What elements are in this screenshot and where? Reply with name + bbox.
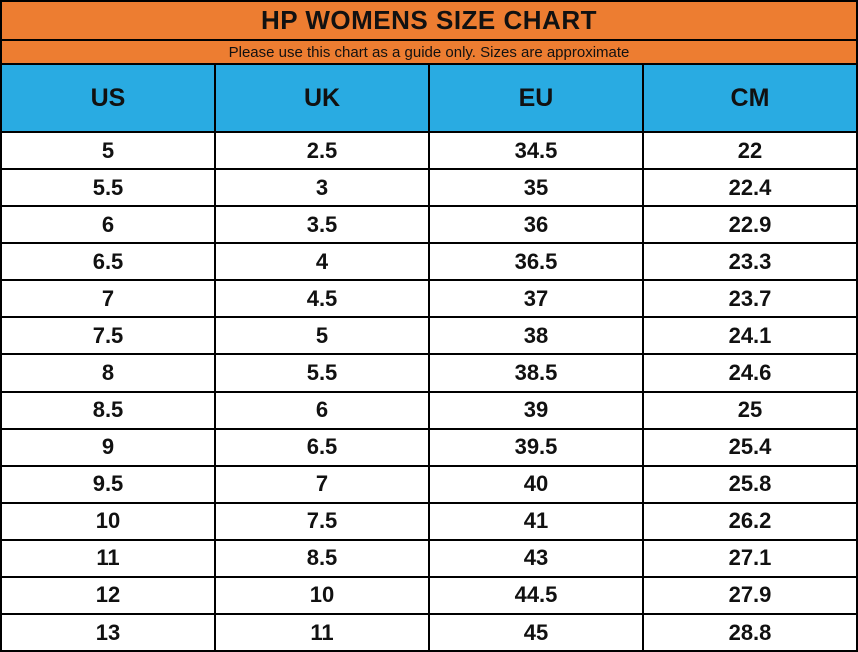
table-row: 5.5 3 35 22.4 xyxy=(2,170,856,208)
table-cell: 7 xyxy=(2,281,216,317)
table-cell: 26.2 xyxy=(728,508,772,534)
table-cell: 22 xyxy=(737,137,763,163)
chart-subtitle-band: Please use this chart as a guide only. S… xyxy=(2,41,856,65)
table-cell: 12 xyxy=(2,577,216,614)
table-cell: 38 xyxy=(430,318,644,354)
table-cell: 39 xyxy=(430,392,644,428)
table-cell: 6 xyxy=(216,392,430,428)
table-cell: 24.6 xyxy=(728,360,772,385)
table-cell: 8.5 xyxy=(216,540,430,576)
table-cell: 34.5 xyxy=(430,133,644,169)
table-cell: 5 xyxy=(216,318,430,354)
table-cell: 22.9 xyxy=(728,211,772,237)
column-header-eu: EU xyxy=(430,65,644,131)
table-cell: 5.5 xyxy=(2,170,216,206)
table-cell: 22.4 xyxy=(728,174,772,200)
column-header-cm: CM xyxy=(730,83,770,112)
table-row: 10 7.5 41 26.2 xyxy=(2,503,856,541)
table-cell: 2.5 xyxy=(216,133,430,169)
table-cell: 11 xyxy=(216,615,430,651)
table-row: 7 4.5 37 23.7 xyxy=(2,281,856,319)
column-header-uk: UK xyxy=(216,65,430,131)
table-cell: 11 xyxy=(2,540,216,576)
table-row: 9.5 7 40 25.8 xyxy=(2,466,856,504)
table-cell: 5 xyxy=(2,133,216,169)
table-cell: 6 xyxy=(2,207,216,243)
table-row: 9 6.5 39.5 25.4 xyxy=(2,429,856,467)
table-cell: 4 xyxy=(216,244,430,280)
table-cell: 45 xyxy=(430,615,644,651)
table-cell: 35 xyxy=(430,170,644,206)
table-cell: 39.5 xyxy=(430,429,644,465)
table-cell: 36 xyxy=(430,207,644,243)
table-cell: 36.5 xyxy=(430,244,644,280)
chart-subtitle: Please use this chart as a guide only. S… xyxy=(228,43,630,61)
table-cell: 25.4 xyxy=(728,434,772,460)
table-row: 5 2.5 34.5 22 xyxy=(2,133,856,171)
table-cell: 13 xyxy=(2,615,216,651)
table-header-row: US UK EU CM xyxy=(2,65,856,133)
table-cell: 43 xyxy=(430,540,644,576)
table-cell: 3 xyxy=(216,170,430,206)
table-cell: 41 xyxy=(430,503,644,539)
table-cell: 8 xyxy=(2,355,216,391)
table-cell: 3.5 xyxy=(216,207,430,243)
table-row: 8 5.5 38.5 24.6 xyxy=(2,355,856,393)
table-row: 8.5 6 39 25 xyxy=(2,392,856,430)
table-cell: 9.5 xyxy=(2,466,216,502)
chart-title-band: HP WOMENS SIZE CHART xyxy=(2,2,856,41)
table-cell: 5.5 xyxy=(216,355,430,391)
table-cell: 38.5 xyxy=(430,355,644,391)
table-cell: 7.5 xyxy=(216,503,430,539)
table-cell: 23.7 xyxy=(728,285,772,311)
table-cell: 10 xyxy=(216,577,430,614)
table-row: 12 10 44.5 27.9 xyxy=(2,577,856,616)
table-cell: 25 xyxy=(737,397,763,423)
table-cell: 37 xyxy=(430,281,644,317)
table-cell: 24.1 xyxy=(728,322,772,348)
table-cell: 40 xyxy=(430,466,644,502)
table-cell: 10 xyxy=(2,503,216,539)
table-row: 6.5 4 36.5 23.3 xyxy=(2,244,856,282)
table-cell: 28.8 xyxy=(728,619,772,645)
table-cell: 27.9 xyxy=(728,582,772,608)
table-cell: 4.5 xyxy=(216,281,430,317)
table-row: 13 11 45 28.8 xyxy=(2,615,856,651)
table-cell: 23.3 xyxy=(728,248,772,274)
table-row: 11 8.5 43 27.1 xyxy=(2,540,856,578)
page-title: HP WOMENS SIZE CHART xyxy=(261,5,597,35)
table-cell: 6.5 xyxy=(2,244,216,280)
table-cell: 6.5 xyxy=(216,429,430,465)
table-cell: 9 xyxy=(2,429,216,465)
table-cell: 27.1 xyxy=(728,545,772,571)
size-table-body: 5 2.5 34.5 22 5.5 3 35 22.4 6 3.5 36 22.9 6.5 4 36.5 23… xyxy=(2,133,856,651)
table-cell: 8.5 xyxy=(2,392,216,428)
column-header-us: US xyxy=(2,65,216,131)
table-cell: 44.5 xyxy=(430,577,644,614)
table-row: 6 3.5 36 22.9 xyxy=(2,207,856,245)
table-cell: 7 xyxy=(216,466,430,502)
table-cell: 25.8 xyxy=(728,471,772,497)
table-row: 7.5 5 38 24.1 xyxy=(2,318,856,356)
table-cell: 7.5 xyxy=(2,318,216,354)
